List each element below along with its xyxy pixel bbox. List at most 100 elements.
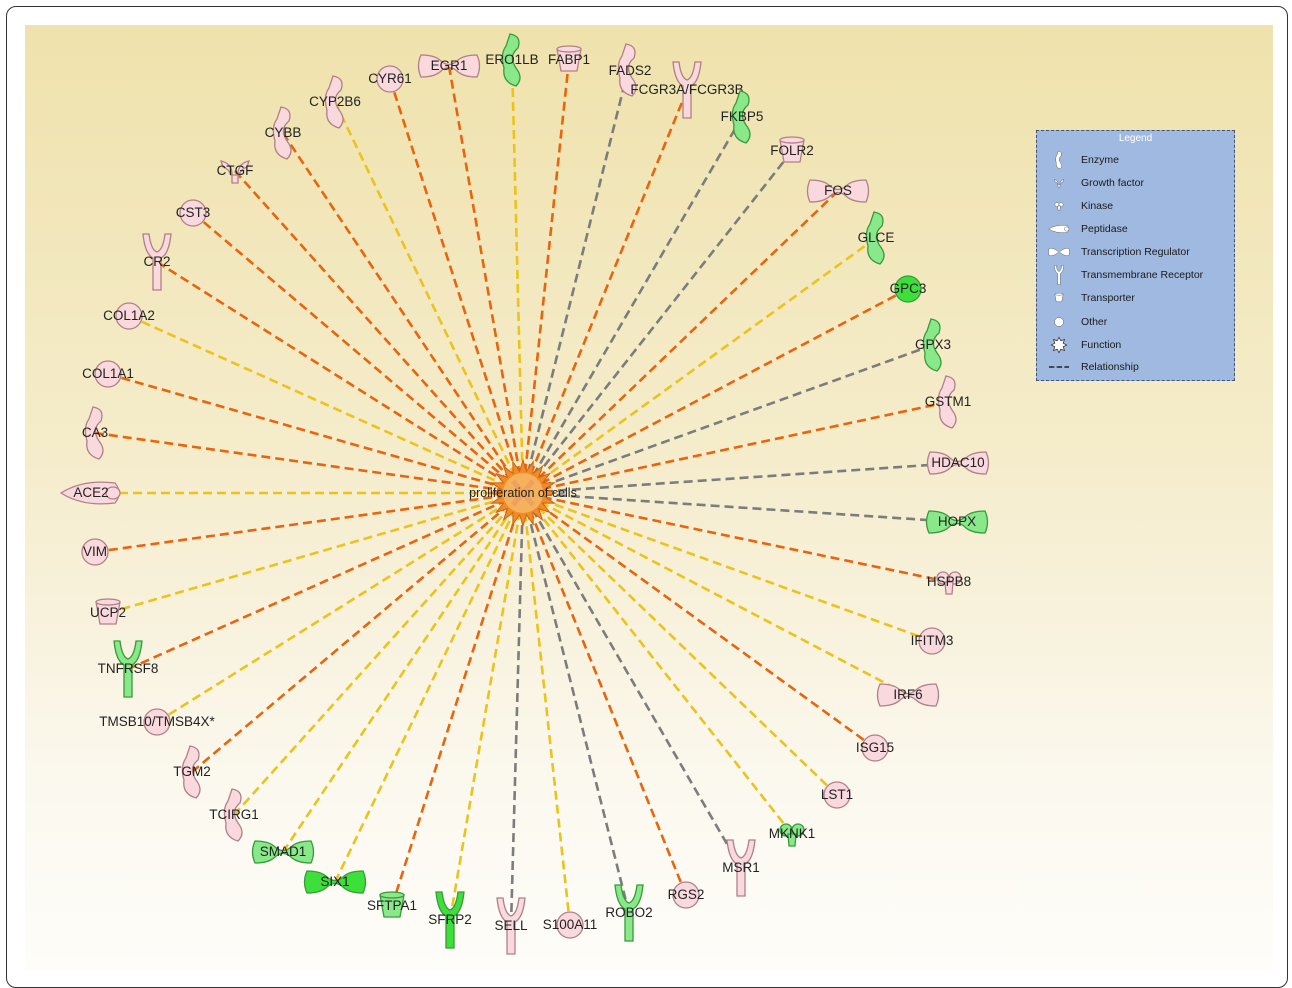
enzyme-icon — [84, 406, 104, 460]
node-hspb8[interactable]: HSPB8 — [927, 571, 971, 595]
node-robo2[interactable]: ROBO2 — [605, 884, 653, 942]
edge-tmsb10-tmsb4x — [156, 491, 524, 724]
peptidase-icon — [59, 481, 121, 505]
legend-item-label: Transporter — [1081, 292, 1135, 304]
edge-six1 — [333, 492, 525, 883]
edge-folr2 — [521, 150, 794, 494]
edge-fcgr3a-fcgr3b — [521, 89, 689, 494]
node-smad1[interactable]: SMAD1 — [251, 840, 315, 864]
other-icon — [94, 360, 122, 388]
node-gpc3[interactable]: GPC3 — [890, 275, 927, 303]
node-hopx[interactable]: HOPX — [925, 510, 989, 534]
node-ifitm3[interactable]: IFITM3 — [911, 627, 954, 655]
node-label: GLCE — [858, 230, 895, 245]
edge-sfrp2 — [448, 492, 525, 921]
node-six1[interactable]: SIX1 — [303, 870, 367, 894]
other-icon — [823, 781, 851, 809]
node-lst1[interactable]: LST1 — [821, 781, 853, 809]
node-cr2[interactable]: CR2 — [142, 233, 172, 291]
node-isg15[interactable]: ISG15 — [856, 734, 894, 762]
node-ace2[interactable]: ACE2 — [59, 481, 121, 505]
edge-sell — [509, 492, 525, 927]
node-folr2[interactable]: FOLR2 — [770, 136, 814, 163]
node-col1a1[interactable]: COL1A1 — [82, 360, 134, 388]
node-sftpa1[interactable]: SFTPA1 — [367, 891, 417, 918]
edge-irf6 — [522, 491, 909, 697]
edge-fabp1 — [521, 59, 571, 494]
node-gstm1[interactable]: GSTM1 — [925, 375, 972, 429]
legend-item-label: Function — [1081, 339, 1122, 351]
node-irf6[interactable]: IRF6 — [876, 683, 940, 707]
node-label: CR2 — [143, 254, 170, 269]
node-sfrp2[interactable]: SFRP2 — [428, 891, 472, 949]
node-tmsb10-tmsb4x[interactable]: TMSB10/TMSB4X* — [99, 708, 216, 736]
edge-gstm1 — [522, 400, 949, 495]
edge-robo2 — [521, 492, 631, 914]
node-s100a11[interactable]: S100A11 — [543, 911, 598, 939]
node-gpx3[interactable]: GPX3 — [915, 318, 951, 372]
legend-title: Legend — [1118, 133, 1153, 144]
node-label: ACE2 — [73, 485, 108, 500]
edge-s100a11 — [521, 492, 572, 926]
legend-item-kinase: Kinase — [1047, 196, 1113, 216]
node-label: TCIRG1 — [209, 807, 259, 822]
node-label: ROBO2 — [605, 905, 652, 920]
center-function-node[interactable] — [488, 458, 558, 528]
node-fabp1[interactable]: FABP1 — [548, 45, 590, 72]
node-egr1[interactable]: EGR1 — [417, 54, 481, 78]
node-label: CYP2B6 — [309, 94, 361, 109]
node-glce[interactable]: GLCE — [858, 211, 895, 265]
node-fkbp5[interactable]: FKBP5 — [721, 90, 764, 144]
tr-icon — [876, 683, 940, 707]
node-ero1lb[interactable]: ERO1LB — [485, 33, 539, 87]
kinase-icon — [936, 571, 962, 595]
legend-item-label: Transcription Regulator — [1081, 246, 1190, 258]
node-label: FCGR3A/FCGR3B — [630, 82, 743, 97]
legend-item-label: Other — [1081, 316, 1108, 328]
node-tcirg1[interactable]: TCIRG1 — [209, 788, 259, 842]
function-star-icon — [1047, 335, 1071, 355]
edge-cyr61 — [388, 78, 525, 494]
node-vim[interactable]: VIM — [81, 538, 109, 566]
node-mknk1[interactable]: MKNK1 — [769, 823, 816, 847]
kinase-icon — [1047, 196, 1071, 216]
node-fcgr3a-fcgr3b[interactable]: FCGR3A/FCGR3B — [630, 61, 744, 119]
other-icon — [179, 199, 207, 227]
function-cross — [511, 479, 535, 507]
node-fos[interactable]: FOS — [806, 179, 870, 203]
node-msr1[interactable]: MSR1 — [722, 839, 760, 897]
node-rgs2[interactable]: RGS2 — [668, 881, 705, 909]
node-fads2[interactable]: FADS2 — [609, 43, 652, 97]
node-cst3[interactable]: CST3 — [176, 199, 211, 227]
enzyme-icon — [501, 33, 521, 87]
edge-egr1 — [447, 65, 525, 494]
node-tgm2[interactable]: TGM2 — [173, 745, 211, 799]
node-cybb[interactable]: CYBB — [265, 106, 302, 160]
receptor-icon — [726, 839, 756, 897]
edge-msr1 — [521, 492, 743, 869]
peptidase-icon — [1047, 219, 1071, 239]
node-ca3[interactable]: CA3 — [82, 406, 108, 460]
edge-sftpa1 — [390, 492, 525, 907]
node-ucp2[interactable]: UCP2 — [90, 598, 126, 625]
edge-cyp2b6 — [333, 101, 525, 494]
node-ctgf[interactable]: CTGF — [217, 160, 254, 184]
node-col1a2[interactable]: COL1A2 — [103, 302, 155, 330]
molecule-nodes: EGR1 ERO1LB FABP1 FADS2 FCGR3A/FCGR3B FKBP5 FO… — [59, 33, 990, 955]
enzyme-icon — [1047, 150, 1071, 170]
node-cyr61[interactable]: CYR61 — [368, 65, 412, 93]
node-label: GSTM1 — [925, 394, 972, 409]
edge-gpc3 — [522, 287, 909, 495]
edge-tnfrsf8 — [127, 491, 524, 671]
node-label: CST3 — [176, 205, 211, 220]
enzyme-icon — [223, 788, 243, 842]
enzyme-icon — [272, 106, 292, 160]
edge-smad1 — [281, 492, 525, 853]
edge-tgm2 — [191, 492, 524, 773]
node-hdac10[interactable]: HDAC10 — [926, 451, 990, 475]
node-cyp2b6[interactable]: CYP2B6 — [309, 75, 361, 129]
transmembrane-receptor-icon — [1047, 265, 1071, 285]
legend-item-relationship: Relationship — [1047, 357, 1139, 377]
node-sell[interactable]: SELL — [494, 897, 528, 955]
node-tnfrsf8[interactable]: TNFRSF8 — [98, 640, 159, 698]
